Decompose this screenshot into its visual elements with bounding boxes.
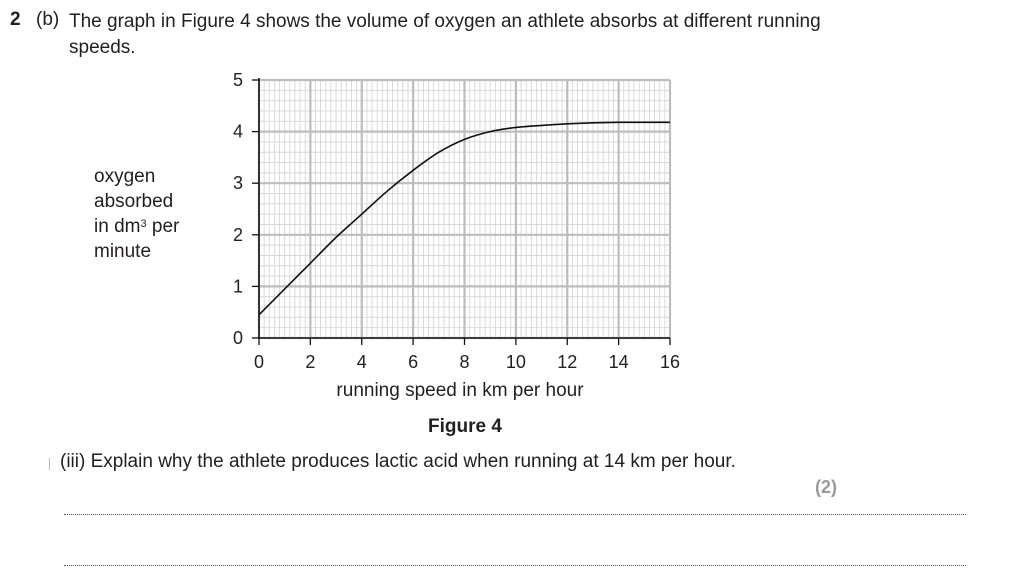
y-tick-label: 3 <box>233 173 243 193</box>
y-tick-label: 2 <box>233 225 243 245</box>
x-axis-label: running speed in km per hour <box>336 380 584 401</box>
x-tick-label: 14 <box>609 352 629 372</box>
y-axis-label: oxygen absorbed in dm3 per minute <box>94 164 224 264</box>
y-axis-label-line-4: minute <box>94 241 152 262</box>
x-tick-label: 6 <box>408 352 418 372</box>
x-tick-label: 10 <box>506 352 526 372</box>
x-tick-label: 2 <box>305 352 315 372</box>
x-tick-label: 0 <box>254 352 264 372</box>
x-tick-label: 8 <box>459 352 469 372</box>
y-axis-label-line-1: oxygen <box>94 166 156 187</box>
subquestion-text: (iii) Explain why the athlete produces l… <box>60 451 736 472</box>
oxygen-curve <box>258 121 670 316</box>
y-tick-label: 5 <box>233 70 243 90</box>
chart-major-grid <box>257 78 672 340</box>
y-tick-label: 4 <box>233 122 243 142</box>
y-axis-label-line-3: in dm3 per <box>94 214 224 239</box>
answer-line-1 <box>64 514 966 515</box>
y-axis-label-unit: in dm <box>94 216 141 237</box>
question-text: The graph in Figure 4 shows the volume o… <box>69 11 821 58</box>
y-axis-label-per: per <box>151 216 180 237</box>
marks-label: (2) <box>815 477 837 497</box>
margin-mark <box>49 458 50 470</box>
x-tick-label: 16 <box>660 352 680 372</box>
y-axis-label-superscript: 3 <box>140 218 147 230</box>
y-tick-label: 0 <box>233 328 243 348</box>
x-tick-label: 4 <box>357 352 367 372</box>
answer-line-2 <box>64 565 966 566</box>
figure-caption: Figure 4 <box>428 416 502 437</box>
y-tick-label: 1 <box>233 276 243 296</box>
x-tick-label: 12 <box>557 352 577 372</box>
question-number: 2 <box>10 9 21 30</box>
question-part: (b) <box>36 9 60 30</box>
y-axis-label-line-2: absorbed <box>94 191 174 212</box>
chart-ticks <box>252 79 671 345</box>
